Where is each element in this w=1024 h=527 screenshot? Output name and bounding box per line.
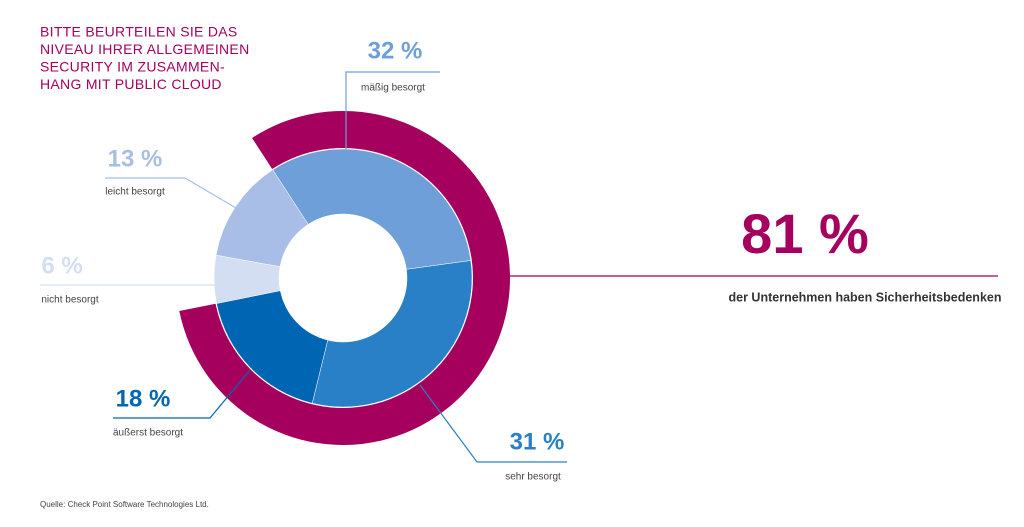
chart-title: HANG MIT PUBLIC CLOUD <box>40 76 222 92</box>
chart-title: SECURITY IM ZUSAMMEN- <box>40 59 225 75</box>
category-label: äußerst besorgt <box>113 428 183 439</box>
leader-line <box>419 384 567 463</box>
source: Quelle: Check Point Software Technologie… <box>40 500 209 509</box>
value-label: 6 % <box>41 252 82 279</box>
category-label: sehr besorgt <box>505 472 561 483</box>
value-label: 13 % <box>108 145 163 172</box>
category-label: nicht besorgt <box>41 295 98 306</box>
category-label: mäßig besorgt <box>361 83 425 94</box>
highlight-text: der Unternehmen haben Sicherheitsbedenke… <box>729 290 1002 304</box>
value-label: 31 % <box>510 428 565 455</box>
highlight-value: 81 % <box>741 202 869 265</box>
category-label: leicht besorgt <box>105 187 165 198</box>
pie-slice <box>216 290 329 404</box>
chart-title: NIVEAU IHRER ALLGEMEINEN <box>40 41 249 57</box>
pie-slice <box>215 169 309 267</box>
pie-slice <box>272 148 472 270</box>
chart-title: BITTE BEURTEILEN SIE DAS <box>40 24 238 40</box>
leader-line <box>105 177 237 209</box>
leader-line <box>345 71 440 152</box>
value-label: 18 % <box>116 385 171 412</box>
value-label: 32 % <box>368 37 423 64</box>
pie-slice <box>311 260 473 408</box>
leader-line <box>113 369 251 419</box>
